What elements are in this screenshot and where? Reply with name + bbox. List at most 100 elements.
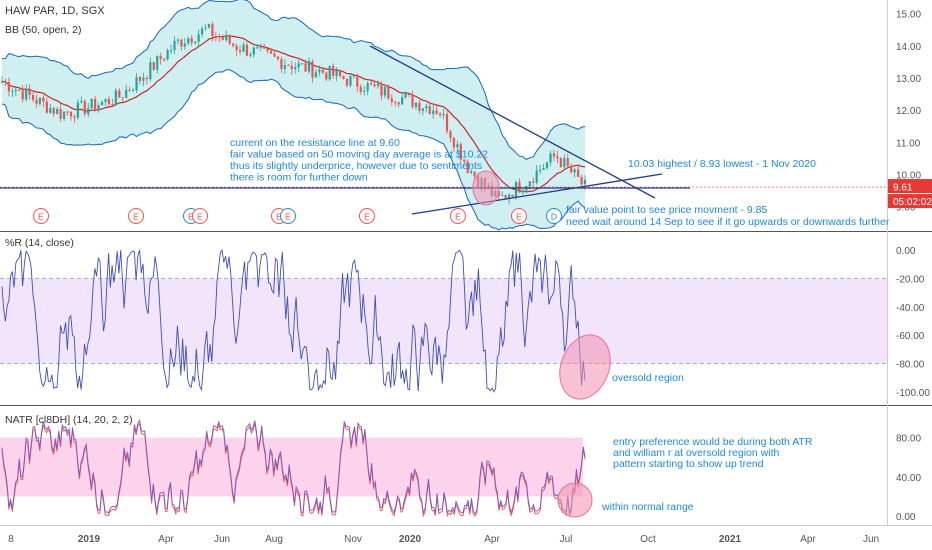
oversold-highlight-circle [559, 334, 611, 400]
candle-body [504, 194, 507, 199]
candle-body [383, 86, 387, 96]
earnings-marker-label: E [188, 212, 194, 222]
natr-label: NATR [cl8DH] (14, 20, 2, 2) [5, 414, 133, 426]
price-tick-label: 9.00 [896, 203, 916, 214]
candle-body [432, 110, 435, 115]
candle-body [73, 116, 76, 118]
candle-body [366, 83, 369, 91]
candle-body [7, 82, 10, 92]
candle-body [83, 101, 86, 115]
candle-body [342, 75, 345, 79]
candle-body [463, 159, 466, 162]
resistance-note: fair value based on 50 moving day averag… [230, 149, 488, 161]
candle-body [228, 35, 231, 44]
candle-body [325, 72, 328, 80]
fair-value-note: fair value point to see price movment - … [566, 204, 768, 216]
candle-body [76, 102, 79, 118]
annotations: current on the resistance line at 9.60fa… [230, 137, 890, 513]
time-tick-label: Nov [344, 534, 362, 545]
candle-body [166, 50, 169, 60]
candle-body [345, 78, 349, 86]
candle-body [445, 114, 449, 132]
earnings-marker-label: E [276, 212, 282, 222]
candle-body [280, 59, 283, 69]
candle-body [197, 34, 200, 42]
candle-body [328, 66, 331, 80]
candle-body [107, 98, 111, 105]
countdown-tag-box [888, 194, 932, 209]
candle-body [62, 111, 66, 119]
candle-body [35, 99, 38, 104]
resistance-note: current on the resistance line at 9.60 [230, 137, 400, 149]
candle-body [570, 165, 573, 173]
candle-body [583, 179, 587, 185]
candle-body [235, 45, 238, 51]
candle-body [28, 88, 31, 96]
candle-body [563, 158, 566, 167]
candle-body [59, 108, 62, 119]
candle-body [183, 43, 186, 47]
candle-body [121, 97, 124, 99]
candle-body [439, 113, 442, 116]
candle-body [380, 83, 383, 96]
candle-body [45, 101, 48, 113]
williams-r-pane[interactable] [0, 249, 887, 406]
candle-body [577, 169, 580, 177]
candle-body [428, 106, 431, 115]
candle-body [287, 65, 290, 67]
candle-body [125, 89, 128, 98]
candle-body [566, 158, 569, 166]
candle-body [94, 98, 97, 111]
candle-body [573, 169, 576, 173]
candle-body [111, 104, 114, 106]
candle-body [104, 98, 107, 102]
candle-body [4, 81, 7, 83]
williams-r-tick-label: -100.00 [896, 388, 930, 399]
candle-body [539, 170, 542, 172]
time-tick-label: 2021 [719, 534, 742, 545]
price-tick-label: 15.00 [896, 10, 921, 21]
candle-body [459, 144, 462, 160]
time-tick-label: Apr [484, 534, 500, 545]
candle-body [256, 47, 259, 49]
candle-body [511, 194, 514, 198]
candle-body [514, 181, 518, 198]
candle-body [269, 50, 273, 54]
candle-body [528, 181, 531, 187]
natr-tick-label: 80.00 [896, 434, 921, 445]
candle-body [449, 131, 452, 138]
candle-body [194, 41, 197, 43]
candle-body [180, 39, 183, 47]
natr-tick-label: 40.00 [896, 473, 921, 484]
earnings-marker [359, 208, 375, 224]
candle-body [580, 176, 583, 185]
time-tick-label: Apr [158, 534, 174, 545]
bollinger-lower-line [1, 69, 586, 231]
candle-body [549, 153, 552, 163]
candle-body [332, 66, 335, 76]
candle-body [66, 111, 69, 113]
candle-body [363, 90, 366, 92]
candle-body [407, 93, 411, 95]
candle-body [128, 89, 131, 91]
candle-body [0, 81, 4, 83]
candle-body [349, 76, 352, 86]
resistance-note: there is room for further down [230, 172, 368, 184]
candle-body [11, 91, 14, 93]
earnings-marker-label: E [197, 212, 203, 222]
natr-pane[interactable] [0, 419, 593, 518]
candle-body [263, 46, 266, 49]
candle-body [387, 86, 390, 99]
williams-r-tick-label: -60.00 [896, 331, 925, 342]
candle-body [225, 35, 228, 40]
candle-body [145, 77, 148, 80]
candle-body [266, 48, 269, 51]
candle-body [218, 36, 221, 38]
candle-body [294, 67, 297, 70]
candle-body [90, 98, 93, 109]
candle-body [283, 65, 286, 69]
countdown-tag-label: 05:02:02 [893, 197, 932, 208]
candle-body [100, 101, 104, 106]
